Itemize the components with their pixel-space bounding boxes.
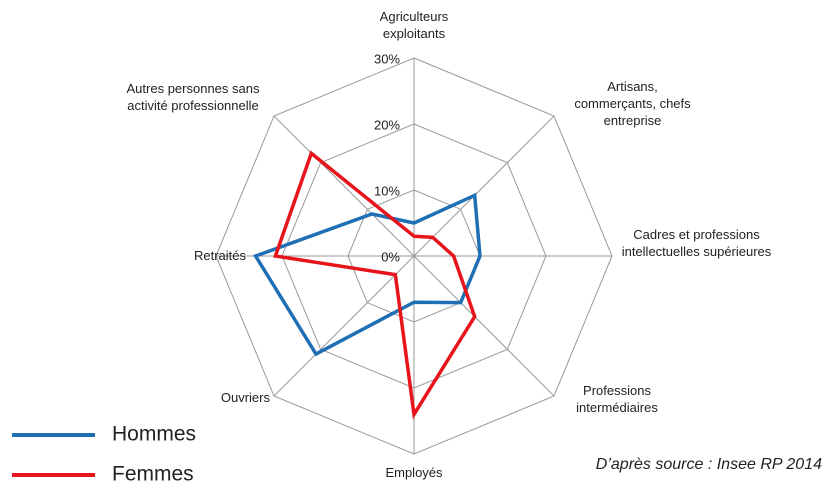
annotation: D’après source : Insee RP 2014 [596, 456, 822, 473]
series-line [252, 192, 482, 357]
axis-spoke [273, 255, 415, 397]
category-label: Artisans, commerçants, chefs entreprise [574, 79, 691, 128]
legend-label: Femmes [112, 463, 194, 486]
y-tick-label: 20% [374, 117, 400, 132]
category-label: Employés [385, 465, 443, 480]
category-label: Agriculteurs exploitants [379, 9, 449, 41]
y-tick-label: 10% [374, 183, 400, 198]
category-label: Ouvriers [220, 390, 270, 405]
category-label: Cadres et professions intellectuelles su… [621, 227, 772, 259]
category-label: Professions intermédiaires [576, 383, 658, 415]
series-line [273, 150, 477, 420]
axis-spoke [413, 115, 555, 257]
legend-label: Hommes [112, 423, 196, 446]
category-label: Retraités [193, 248, 246, 263]
axis-spoke [413, 255, 555, 397]
axis-spoke [273, 115, 415, 257]
y-tick-label: 30% [374, 51, 400, 66]
y-tick-label: 0% [381, 249, 400, 264]
category-label: Autres personnes sans activité professio… [126, 81, 260, 113]
